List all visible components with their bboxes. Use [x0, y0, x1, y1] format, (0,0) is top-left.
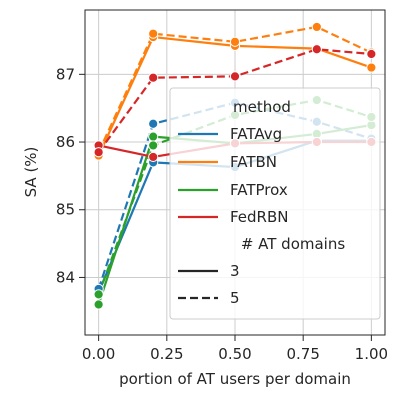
x-tick-label: 0.00 — [82, 345, 115, 363]
series-line-fatbn-5 — [97, 25, 372, 153]
y-tick-label: 84 — [56, 268, 75, 286]
x-axis-label: portion of AT users per domain — [119, 370, 351, 388]
y-axis-label: SA (%) — [22, 147, 40, 198]
data-point-fatprox-3 — [93, 299, 104, 310]
y-tick-label: 85 — [56, 201, 75, 219]
y-tick-label: 87 — [56, 65, 75, 83]
data-point-fedrbn-5 — [93, 147, 104, 158]
data-point-fatbn-5 — [229, 36, 241, 47]
data-point-fatbn-3 — [366, 62, 377, 73]
data-point-fatprox-5 — [148, 140, 159, 151]
legend-box — [169, 87, 381, 320]
legend-label-fatbn: FATBN — [230, 153, 277, 171]
x-tick-label: 0.50 — [218, 345, 251, 363]
legend-label-domains-5: 5 — [230, 289, 240, 307]
data-point-fedrbn-5 — [229, 71, 241, 82]
axes: 0.00 0.25 0.50 0.75 1.00 84 85 86 87 — [56, 65, 388, 363]
x-tick-label: 0.25 — [150, 345, 183, 363]
x-tick-label: 0.75 — [286, 345, 319, 363]
data-point-fatbn-5 — [148, 28, 159, 39]
legend-hue-title: method — [233, 98, 291, 116]
data-point-fedrbn-5 — [366, 48, 377, 60]
data-point-fedrbn-5 — [311, 44, 322, 55]
data-point-fatavg-5 — [148, 118, 159, 129]
data-point-fedrbn-5 — [148, 72, 159, 83]
data-point-fedrbn-3 — [148, 151, 159, 163]
legend-label-fatprox: FATProx — [230, 181, 288, 199]
y-tick-label: 86 — [56, 133, 75, 151]
legend-label-domains-3: 3 — [230, 262, 240, 280]
legend-style-title: # AT domains — [241, 235, 346, 253]
data-point-fatprox-5 — [93, 289, 104, 300]
legend-label-fatavg: FATAvg — [230, 125, 282, 143]
x-tick-label: 1.00 — [355, 345, 388, 363]
legend: method FATAvg FATBN FATProx FedRBN # AT … — [169, 87, 381, 320]
data-point-fatprox-3 — [148, 131, 159, 142]
data-point-fatbn-5 — [311, 21, 322, 33]
legend-label-fedrbn: FedRBN — [230, 208, 289, 226]
